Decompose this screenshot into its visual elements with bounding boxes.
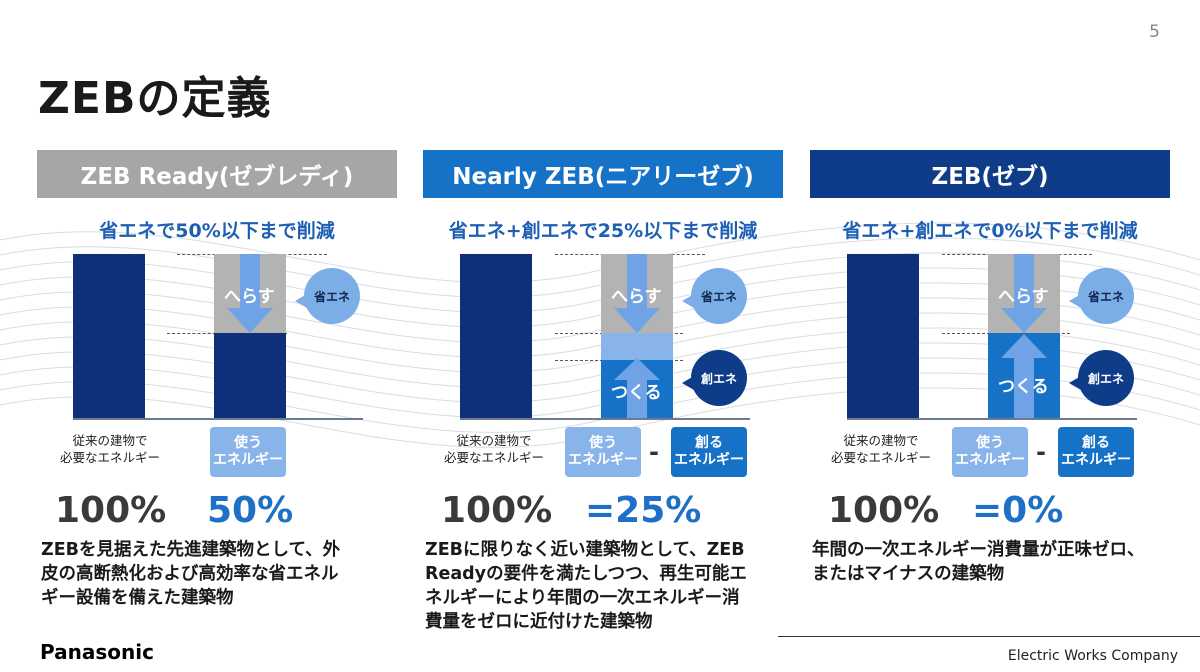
panel-subtitle: 省エネ+創エネで0%以下まで削減	[842, 220, 1138, 242]
energy-creation-bubble: 創エネ	[1069, 350, 1134, 406]
used-energy-chip: 使う エネルギー	[210, 427, 286, 477]
down-arrow-icon	[614, 254, 660, 333]
reduce-label: へらす	[611, 287, 662, 307]
panel-header-zeb-ready: ZEB Ready(ゼブレディ)	[37, 150, 397, 198]
panel-description: 年間の一次エネルギー消費量が正味ゼロ、 またはマイナスの建築物	[812, 540, 1145, 584]
page-title: ZEBの定義	[38, 73, 272, 124]
chart-baseline	[460, 418, 750, 420]
chart-baseline	[73, 418, 363, 420]
panel-header-zeb: ZEB(ゼブ)	[810, 150, 1170, 198]
result-percentage: =25%	[585, 490, 702, 531]
panel-subtitle: 省エネ+創エネで25%以下まで削減	[448, 220, 758, 242]
down-arrow-icon	[1001, 254, 1047, 333]
created-energy-chip: 創る エネルギー	[1058, 427, 1134, 477]
used-energy-light-bar	[601, 333, 673, 360]
used-energy-chip: 使う エネルギー	[565, 427, 641, 477]
conventional-energy-bar	[73, 254, 145, 420]
result-percentage: 50%	[207, 490, 294, 531]
panel-header-nearly-zeb: Nearly ZEB(ニアリーゼブ)	[423, 150, 783, 198]
reduce-label: へらす	[224, 287, 275, 307]
up-arrow-icon	[614, 358, 660, 420]
conventional-energy-bar	[847, 254, 919, 420]
conventional-percentage: 100%	[55, 490, 167, 531]
create-label: つくる	[998, 377, 1049, 397]
panel-description: ZEBに限りなく近い建築物として、ZEB Readyの要件を満たしつつ、再生可能…	[425, 540, 747, 632]
result-percentage: =0%	[972, 490, 1064, 531]
minus-sign: -	[1036, 438, 1046, 466]
created-energy-chip: 創る エネルギー	[671, 427, 747, 477]
panel-nearly-zeb: Nearly ZEB(ニアリーゼブ) 省エネ+創エネで25%以下まで削減 へらす…	[423, 150, 783, 640]
create-label: つくる	[611, 383, 662, 403]
page-number: 5	[1149, 22, 1160, 42]
used-energy-chip: 使う エネルギー	[952, 427, 1028, 477]
up-arrow-icon	[1001, 334, 1047, 420]
chart-baseline	[847, 418, 1137, 420]
panel-zeb: ZEB(ゼブ) 省エネ+創エネで0%以下まで削減 へらす つくる 省エネ 創エネ…	[810, 150, 1170, 640]
conventional-percentage: 100%	[441, 490, 553, 531]
conventional-percentage: 100%	[828, 490, 940, 531]
footer-divider	[778, 636, 1200, 637]
down-arrow-icon	[227, 254, 273, 333]
conventional-energy-bar	[460, 254, 532, 420]
panel-description: ZEBを見据えた先進建築物として、外 皮の高断熱化および高効率な省エネル ギー設…	[41, 540, 341, 608]
used-energy-bar	[214, 333, 286, 420]
minus-sign: -	[649, 438, 659, 466]
panel-zeb-ready: ZEB Ready(ゼブレディ) 省エネで50%以下まで削減 へらす 省エネ 従…	[37, 150, 397, 640]
conventional-energy-label: 従来の建物で 必要なエネルギー	[59, 433, 160, 465]
panel-subtitle: 省エネで50%以下まで削減	[99, 220, 335, 242]
reduce-label: へらす	[998, 287, 1049, 307]
energy-saving-bubble: 省エネ	[682, 268, 747, 324]
panasonic-logo: Panasonic	[40, 640, 154, 664]
energy-creation-bubble: 創エネ	[682, 350, 747, 406]
energy-saving-bubble: 省エネ	[295, 268, 360, 324]
company-name: Electric Works Company	[1007, 648, 1178, 664]
conventional-energy-label: 従来の建物で 必要なエネルギー	[443, 433, 544, 465]
energy-saving-bubble: 省エネ	[1069, 268, 1134, 324]
conventional-energy-label: 従来の建物で 必要なエネルギー	[830, 433, 931, 465]
